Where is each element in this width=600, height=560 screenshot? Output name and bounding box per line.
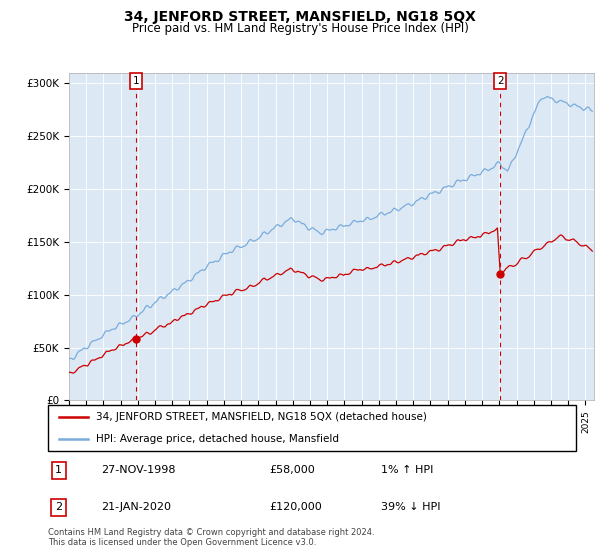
Text: 1: 1	[133, 76, 139, 86]
Text: 21-JAN-2020: 21-JAN-2020	[101, 502, 171, 512]
Text: 34, JENFORD STREET, MANSFIELD, NG18 5QX (detached house): 34, JENFORD STREET, MANSFIELD, NG18 5QX …	[95, 412, 427, 422]
Text: £120,000: £120,000	[270, 502, 323, 512]
Text: 2: 2	[497, 76, 503, 86]
Text: Contains HM Land Registry data © Crown copyright and database right 2024.
This d: Contains HM Land Registry data © Crown c…	[48, 528, 374, 547]
Text: £58,000: £58,000	[270, 465, 316, 475]
Text: 34, JENFORD STREET, MANSFIELD, NG18 5QX: 34, JENFORD STREET, MANSFIELD, NG18 5QX	[124, 10, 476, 24]
Text: HPI: Average price, detached house, Mansfield: HPI: Average price, detached house, Mans…	[95, 435, 338, 444]
Text: 1: 1	[55, 465, 62, 475]
Text: 2: 2	[55, 502, 62, 512]
Text: 1% ↑ HPI: 1% ↑ HPI	[380, 465, 433, 475]
FancyBboxPatch shape	[48, 405, 576, 451]
Text: 27-NOV-1998: 27-NOV-1998	[101, 465, 175, 475]
Text: Price paid vs. HM Land Registry's House Price Index (HPI): Price paid vs. HM Land Registry's House …	[131, 22, 469, 35]
Text: 39% ↓ HPI: 39% ↓ HPI	[380, 502, 440, 512]
